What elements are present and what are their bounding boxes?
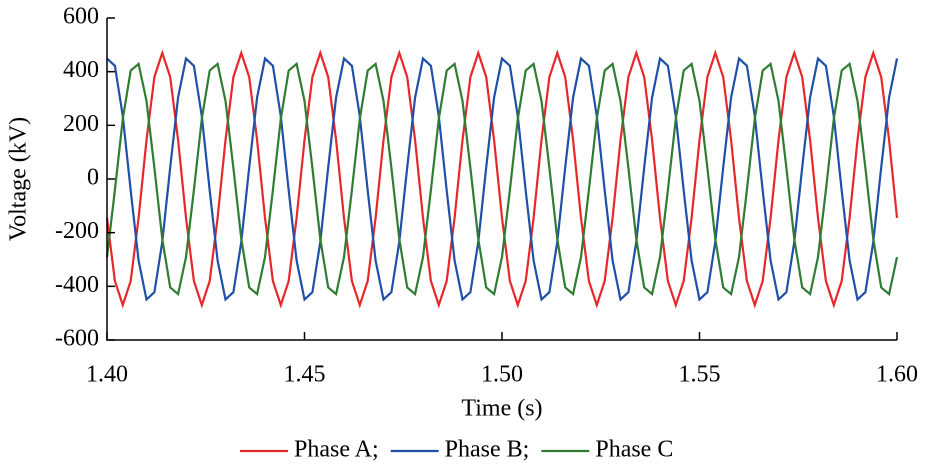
y-tick-label: -400 <box>55 272 99 298</box>
y-axis-label: Voltage (kV) <box>6 117 32 241</box>
y-tick-label: 400 <box>63 57 99 83</box>
x-axis-label: Time (s) <box>461 396 542 422</box>
series-line <box>105 49 899 309</box>
x-tick-label: 1.45 <box>284 362 326 388</box>
axis-line <box>106 18 897 341</box>
series-line <box>106 56 899 302</box>
y-tick-label: 200 <box>63 111 99 137</box>
series-line <box>105 61 899 297</box>
x-tick-label: 1.40 <box>86 362 128 388</box>
legend-label: Phase C <box>595 437 673 463</box>
y-tick-label: 0 <box>87 165 99 191</box>
x-tick-label: 1.50 <box>481 362 523 388</box>
x-tick-label: 1.60 <box>876 362 918 388</box>
y-tick-label: 600 <box>63 4 99 30</box>
y-tick-label: -200 <box>55 218 99 244</box>
x-tick-label: 1.55 <box>679 362 721 388</box>
legend-label: Phase B; <box>445 437 530 463</box>
y-tick-label: -600 <box>55 326 99 352</box>
legend-label: Phase A; <box>294 437 379 463</box>
